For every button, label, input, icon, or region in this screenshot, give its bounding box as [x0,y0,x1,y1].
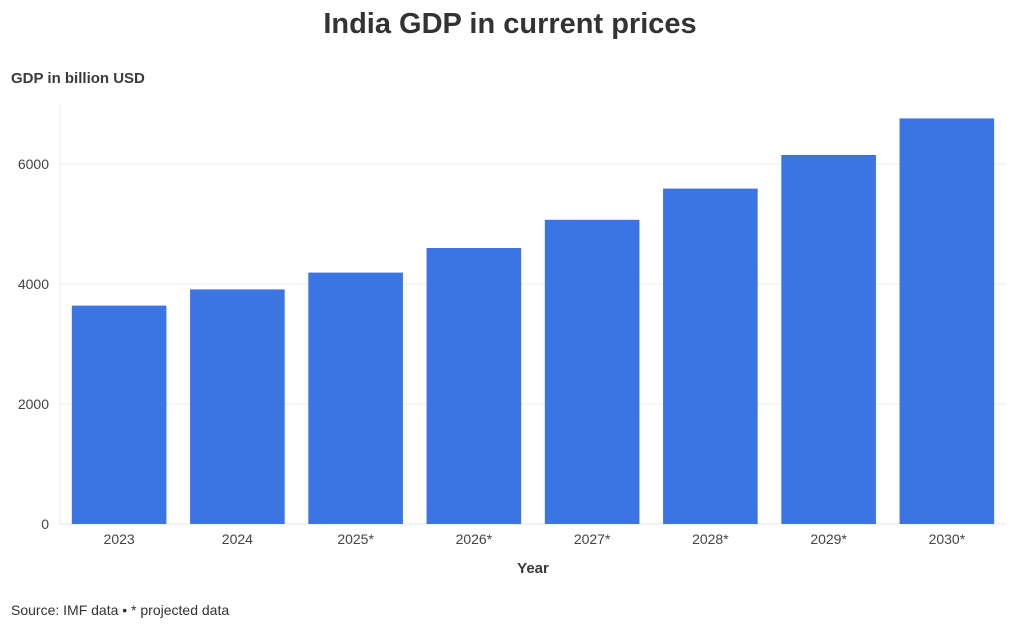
bars [71,118,995,525]
bar[interactable] [899,118,995,525]
x-tick-label: 2024 [222,531,253,547]
source-note: Source: IMF data • * projected data [11,602,230,618]
bar[interactable] [426,248,522,524]
bar[interactable] [544,219,640,525]
x-tick-label: 2027* [574,531,611,547]
x-tick-label: 2026* [456,531,493,547]
x-tick-labels: 2023 2024 2025* 2026* 2027* 2028* 2029* 2030* [104,531,966,547]
y-tick-label: 6000 [18,156,49,172]
y-axis-title: GDP in billion USD [11,70,145,87]
bar[interactable] [781,155,876,524]
x-tick-label: 2028* [692,531,729,547]
chart-title: India GDP in current prices [323,8,697,40]
x-tick-label: 2023 [104,531,135,547]
bar[interactable] [663,188,758,524]
bar[interactable] [308,272,403,524]
x-tick-label: 2030* [929,531,966,547]
bar[interactable] [71,305,167,524]
y-tick-label: 4000 [18,276,49,292]
y-tick-label: 2000 [18,396,49,412]
x-axis-title: Year [517,560,549,577]
y-tick-label: 0 [41,516,49,532]
bar[interactable] [190,289,285,524]
x-tick-label: 2029* [810,531,847,547]
x-tick-label: 2025* [337,531,374,547]
y-tick-labels: 0 2000 4000 6000 [18,156,49,532]
